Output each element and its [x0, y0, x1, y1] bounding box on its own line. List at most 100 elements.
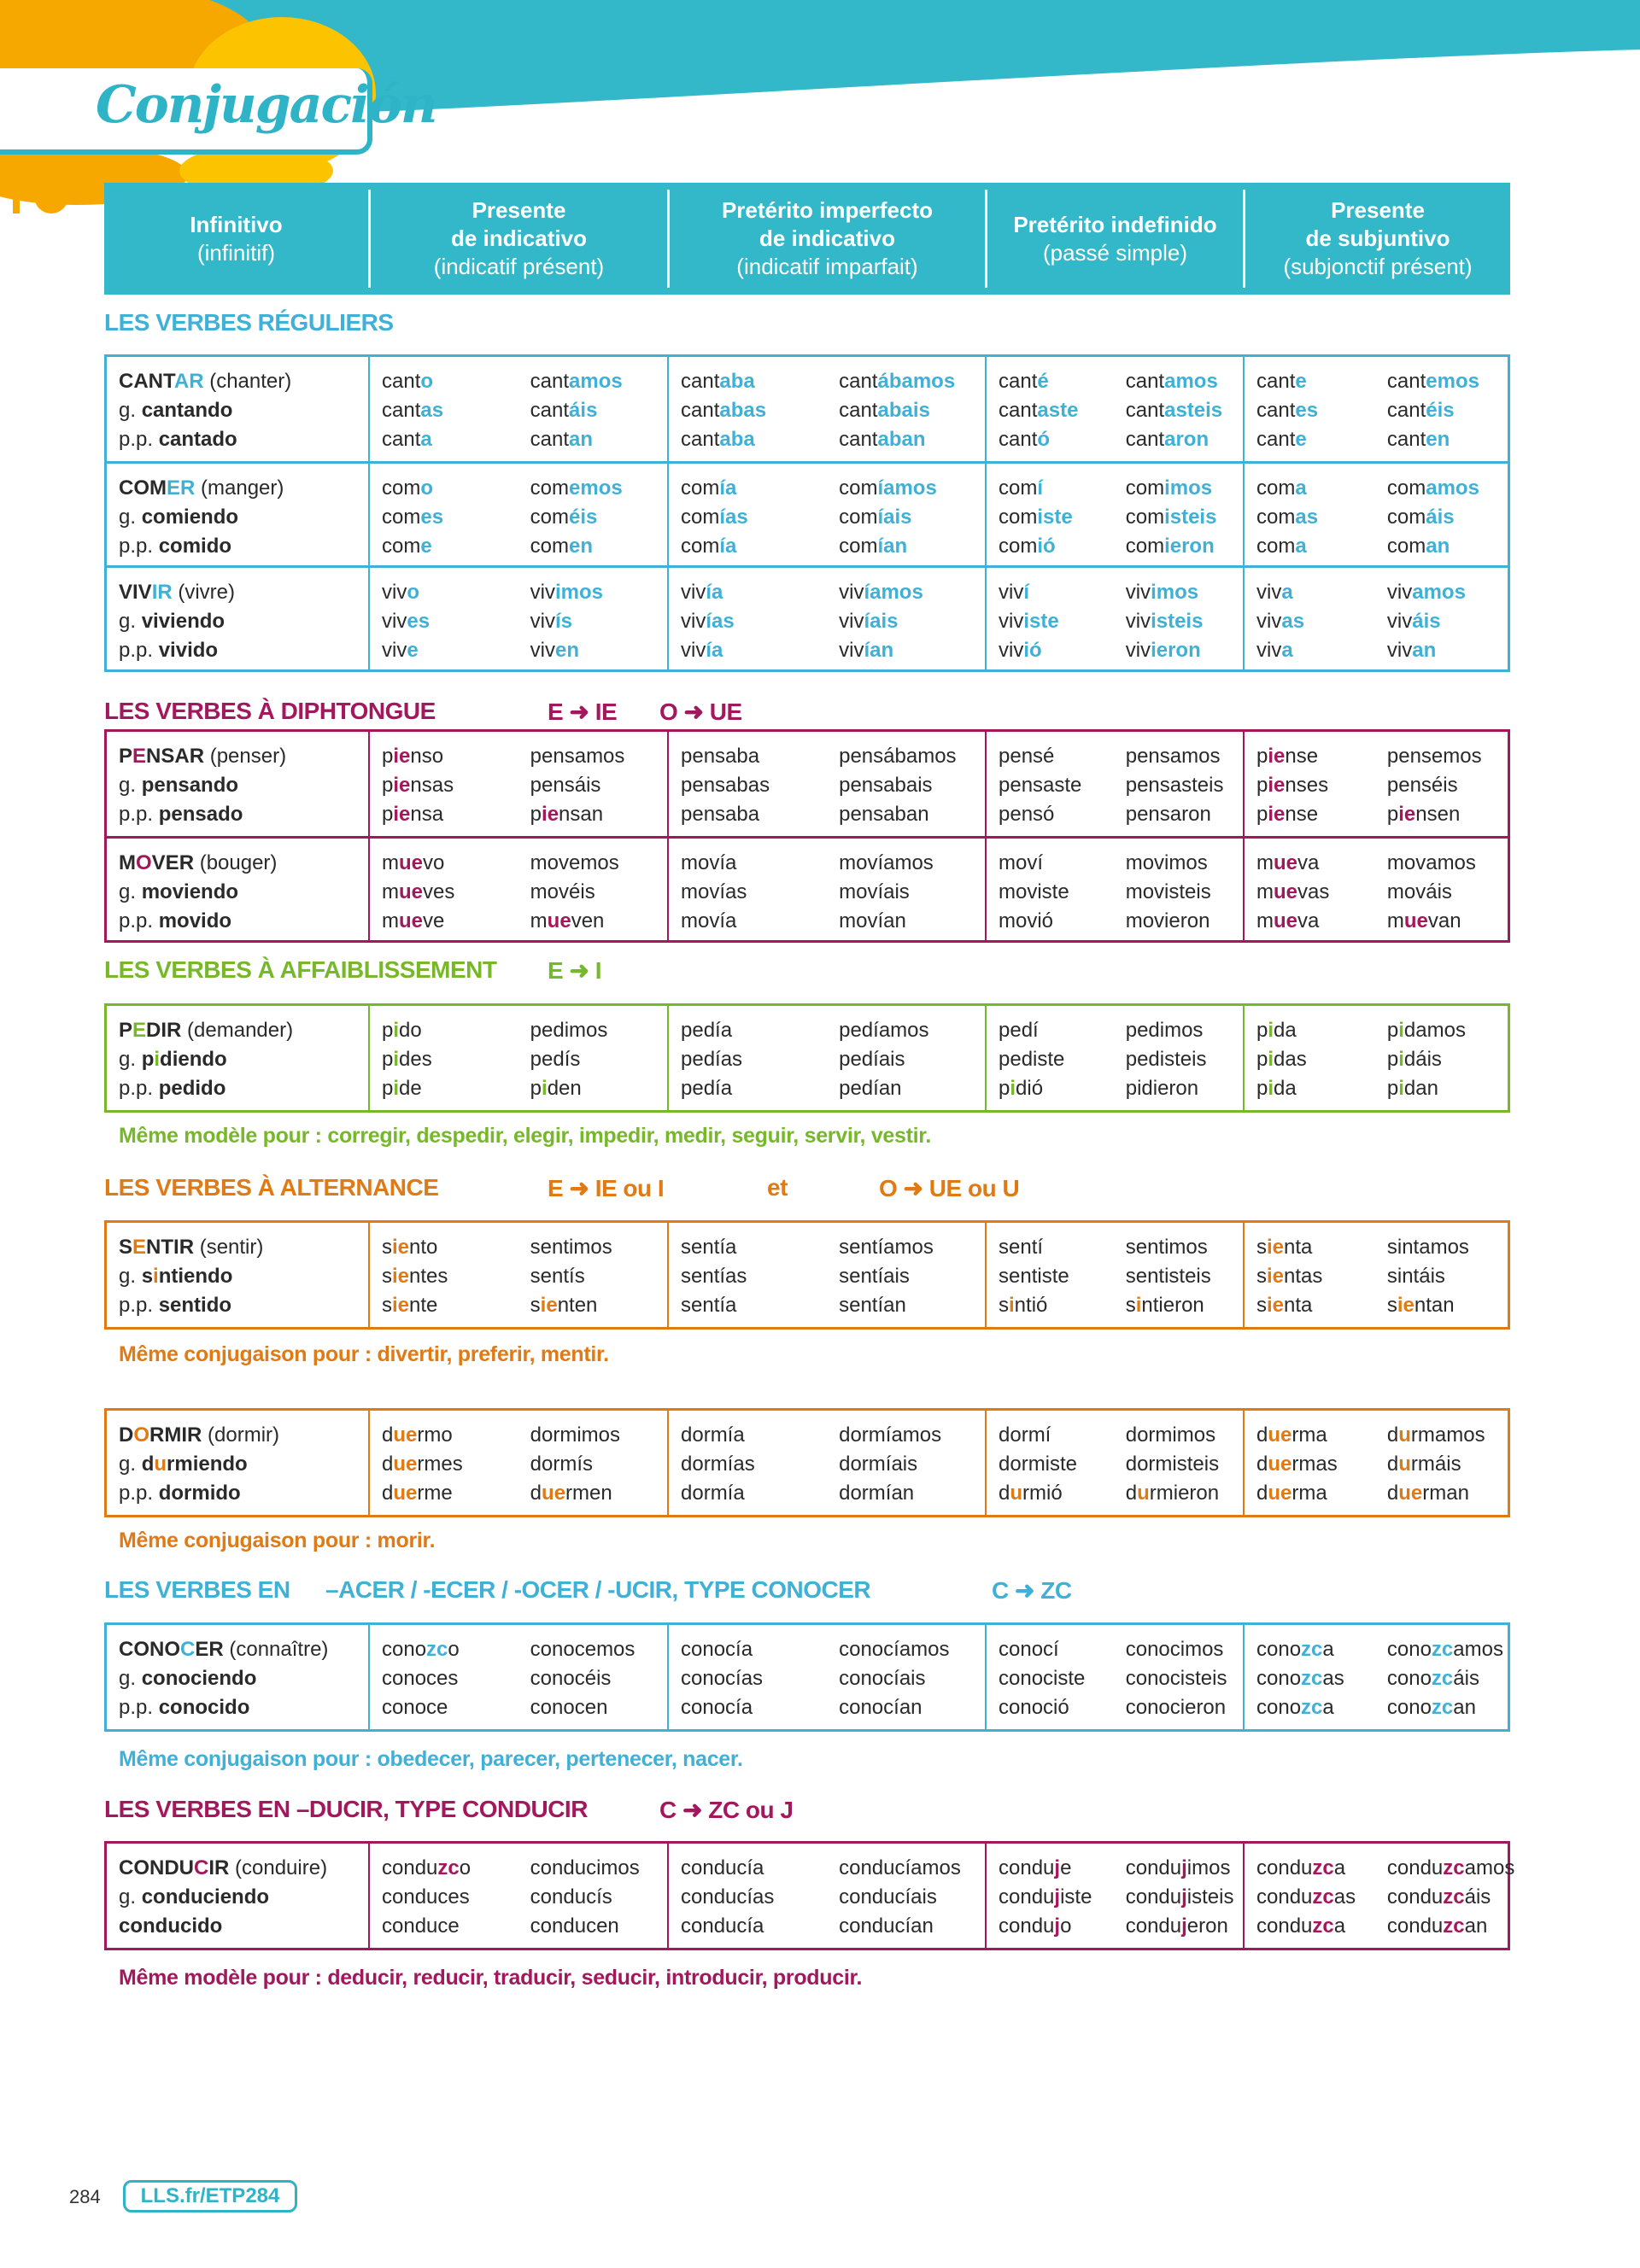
verb-form: sentimos: [530, 1236, 612, 1259]
gerund-line: g. pidiendo: [119, 1045, 368, 1074]
verb-form: pensaste: [999, 774, 1082, 797]
verb-form: pides: [382, 1048, 432, 1071]
verb-form: comió: [999, 535, 1056, 558]
translation: (chanter): [209, 370, 292, 393]
header-title: de indicativo: [759, 225, 895, 251]
header-cell: Presente de indicativo (indicatif présent): [368, 190, 667, 288]
verb-form: pido: [382, 1019, 422, 1042]
verb-form: siento: [382, 1236, 438, 1259]
highlighted-part: ie: [1268, 745, 1286, 768]
highlighted-part: o: [420, 476, 434, 500]
verb-form: cantaban: [839, 428, 926, 451]
verb-form: conduzcáis: [1386, 1885, 1491, 1909]
verb-form: conocimos: [1125, 1638, 1224, 1661]
verb-form: coman: [1386, 535, 1450, 558]
verb-form: mueven: [530, 909, 605, 932]
verb-form: vivimos: [1125, 581, 1199, 604]
verb-form: coma: [1256, 476, 1307, 500]
verb-form: moviste: [999, 880, 1069, 903]
highlighted-part: ue: [1274, 909, 1298, 932]
translation: (demander): [187, 1019, 294, 1042]
highlighted-part: iste: [1037, 506, 1073, 529]
participle-line: p.p. pensado: [119, 800, 368, 829]
highlighted-part: zc: [1312, 1856, 1334, 1879]
heading-part: LES VERBES À DIPHTONGUE: [104, 698, 436, 724]
highlighted-part: ie: [393, 745, 411, 768]
translation: (conduire): [235, 1856, 328, 1879]
infinitive: PENSAR: [119, 745, 205, 768]
participle-line: p.p. dormido: [119, 1479, 368, 1508]
verb-form: penséis: [1386, 774, 1458, 797]
verb-form: condujimos: [1125, 1856, 1231, 1879]
verb-form: comí: [999, 476, 1044, 500]
verb-form: sentisteis: [1125, 1265, 1211, 1288]
highlighted-part: u: [1010, 1482, 1023, 1505]
verb-form: piense: [1256, 803, 1319, 826]
highlighted-part: i: [393, 1048, 400, 1071]
highlighted-part: ue: [399, 851, 424, 874]
conjugation-table: SENTIR (sentir) g. sintiendo p.p. sentido s…: [104, 1220, 1510, 1330]
gerund: comiendo: [141, 506, 239, 529]
verb-form: conducís: [530, 1885, 612, 1909]
highlighted-part: ie: [392, 1236, 410, 1259]
participle-line: conducido: [119, 1912, 368, 1941]
highlighted-part: as: [420, 399, 444, 422]
verb-form: sentís: [530, 1265, 585, 1288]
conjugation-table: DORMIR (dormir) g. durmiendo p.p. dormido d…: [104, 1408, 1510, 1517]
verb-form: viva: [1256, 581, 1293, 604]
verb-form: condujeron: [1125, 1914, 1228, 1938]
verb-form: dormí: [999, 1423, 1051, 1447]
highlighted-part: ie: [393, 803, 411, 826]
participle: dormido: [158, 1482, 241, 1505]
highlighted-part: ue: [393, 1482, 418, 1505]
verb-form: pienso: [382, 745, 444, 768]
header-title: de subjuntivo: [1305, 225, 1450, 251]
verb-form: vivíamos: [839, 581, 923, 604]
gerund-line: g. cantando: [119, 396, 368, 425]
highlighted-part: ie: [392, 1265, 410, 1288]
verb-form: sentí: [999, 1236, 1044, 1259]
participle: pedido: [158, 1077, 226, 1100]
highlighted-part: a: [1295, 476, 1307, 500]
highlighted-part: zc: [1431, 1638, 1454, 1661]
imperfect-indicative-cell: conocía conocías conocía conocíamos conocíai…: [667, 1625, 985, 1729]
highlighted-part: zc: [1312, 1885, 1334, 1909]
gerund-prefix: g.: [119, 880, 142, 903]
verb-form: pediste: [999, 1048, 1065, 1071]
verb-form: pedía: [681, 1019, 733, 1042]
verb-form: conocen: [530, 1696, 608, 1719]
heading-part: LES VERBES EN –DUCIR, TYPE CONDUCIR: [104, 1796, 588, 1822]
verb-form: conduces: [382, 1885, 470, 1909]
highlighted-part: aban: [877, 428, 926, 451]
highlighted-part: ue: [1274, 851, 1298, 874]
highlighted-part: ió: [1023, 639, 1042, 662]
verb-row: CONOCER (connaître) g. conociendo p.p. con…: [107, 1625, 1508, 1729]
gerund-prefix: g.: [119, 774, 142, 797]
verb-form: vivo: [382, 581, 420, 604]
link-badge[interactable]: LLS.fr/ETP284: [123, 2180, 297, 2212]
verb-form: dormíais: [839, 1453, 918, 1476]
conjugation-table: CONDUCIR (conduire) g. conduciendo conduci…: [104, 1841, 1514, 1950]
gerund-line: g. conociendo: [119, 1664, 368, 1693]
highlighted-part: ie: [540, 1294, 558, 1317]
verb-form: comíamos: [839, 476, 937, 500]
highlighted-part: imos: [1151, 581, 1199, 604]
header-cell: Infinitivo (infinitif): [104, 190, 368, 288]
verb-form: vivimos: [530, 581, 604, 604]
verb-form: dormías: [681, 1453, 755, 1476]
verb-form: sentimos: [1125, 1236, 1208, 1259]
verb-form: pide: [382, 1077, 422, 1100]
highlighted-part: isteis: [1164, 506, 1217, 529]
highlighted-part: zc: [426, 1638, 448, 1661]
verb-form: cantaba: [681, 428, 755, 451]
verb-form: conocemos: [530, 1638, 636, 1661]
verb-form: cantaba: [681, 370, 755, 393]
verb-form: pensasteis: [1125, 774, 1224, 797]
highlighted-part: j: [1054, 1856, 1061, 1879]
infinitive: CONOCER: [119, 1638, 224, 1661]
highlighted-part: u: [1398, 1453, 1411, 1476]
gerund-prefix: g.: [119, 399, 142, 422]
highlighted-part: ie: [392, 1294, 410, 1317]
gerund-prefix: g.: [119, 1265, 142, 1288]
preterite-cell: pensé pensaste pensó pensamos pensasteis pens…: [985, 732, 1243, 836]
